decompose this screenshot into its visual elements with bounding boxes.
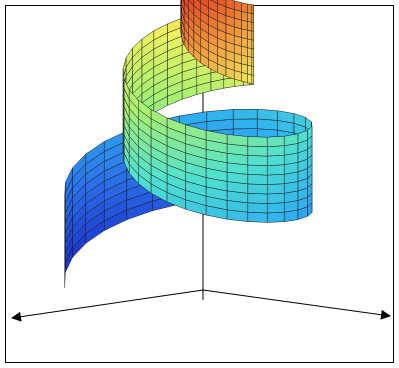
- surface-patch: [251, 74, 254, 85]
- surface-patch: [266, 154, 285, 166]
- surface-patch: [208, 0, 218, 13]
- x-axis: [11, 289, 204, 322]
- surface-patch: [247, 211, 268, 223]
- surface-patch: [247, 47, 253, 58]
- surface-patch: [247, 29, 253, 41]
- surface-patch: [266, 173, 285, 185]
- surface-patch: [256, 108, 278, 121]
- surface-patch: [241, 19, 248, 31]
- surface-patch: [241, 37, 248, 49]
- surface-patch: [247, 145, 268, 157]
- surface-patch: [251, 21, 254, 32]
- surface-patch: [226, 134, 249, 147]
- surface-patch: [247, 21, 253, 32]
- surface-patch: [209, 0, 218, 4]
- surface-patch: [241, 28, 248, 40]
- surface-patch: [251, 30, 254, 41]
- surface-patch: [206, 109, 234, 122]
- surface-patch: [247, 136, 268, 147]
- surface-patch: [247, 202, 268, 214]
- surface-patch: [266, 211, 285, 223]
- surface-patch: [241, 11, 248, 22]
- surface-patch: [247, 64, 253, 76]
- surface-patch: [64, 182, 66, 208]
- surface-patch: [233, 0, 242, 12]
- surface-patch: [247, 73, 253, 85]
- surface-patch: [251, 39, 254, 50]
- surface-patch: [266, 192, 285, 204]
- helical-surface: [64, 0, 313, 288]
- surface-patch: [266, 164, 285, 176]
- surface-patch: [247, 174, 268, 185]
- surface-patch: [232, 118, 258, 130]
- surface-patch: [251, 65, 254, 76]
- surface-patch: [241, 2, 248, 14]
- surface-patch: [241, 45, 248, 57]
- surface-patch: [266, 145, 285, 157]
- surface-patch: [266, 202, 285, 214]
- surface-patch: [247, 3, 253, 14]
- surface-patch: [185, 124, 207, 141]
- surface-patch: [266, 135, 285, 147]
- surface-patch: [247, 164, 268, 176]
- surface-patch: [217, 0, 227, 8]
- surface-patch: [241, 63, 248, 75]
- surface-patch: [232, 108, 258, 120]
- surface-patch: [247, 56, 253, 67]
- surface-patch: [196, 0, 202, 4]
- surface-patch: [266, 183, 285, 195]
- surface-patch: [247, 155, 268, 166]
- surface-patch: [251, 4, 254, 14]
- surface-patch: [241, 54, 248, 66]
- surface-patch: [256, 118, 278, 131]
- surface-patch: [200, 0, 209, 9]
- surface-patch: [251, 48, 254, 59]
- surface-patch: [247, 193, 268, 204]
- surface-patch: [247, 38, 253, 49]
- y-axis: [202, 289, 391, 320]
- surface-patch: [251, 13, 254, 23]
- surface-patch: [225, 0, 235, 10]
- surface-patch: [247, 12, 253, 23]
- surface-patch: [251, 56, 254, 67]
- surface-patch: [247, 183, 268, 195]
